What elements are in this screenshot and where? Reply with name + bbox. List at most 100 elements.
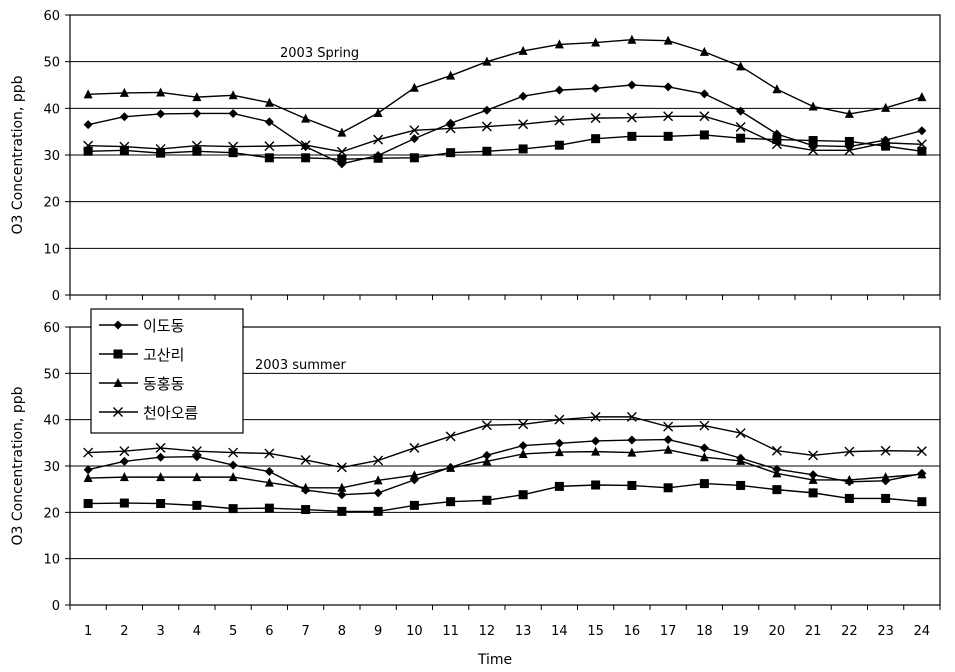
data-point-x: [590, 113, 601, 124]
data-point-x: [844, 446, 855, 457]
series-line: [88, 134, 922, 160]
data-point-square: [627, 480, 637, 490]
data-point-square: [192, 500, 202, 510]
data-point-x: [771, 445, 782, 456]
spring-chart-title: 2003 Spring: [280, 46, 359, 61]
x-tick-label: 19: [732, 624, 749, 639]
data-point-square: [192, 146, 202, 156]
x-axis-label: Time: [477, 652, 512, 668]
data-point-triangle: [301, 113, 311, 123]
legend-label: 이도동: [143, 317, 185, 335]
legend-item: 천아오름: [99, 404, 198, 422]
data-point-x: [735, 122, 746, 132]
x-tick-label: 2: [120, 624, 128, 639]
data-point-square: [337, 154, 347, 164]
legend-marker-triangle: [113, 378, 123, 387]
data-point-diamond: [699, 89, 709, 99]
data-point-triangle: [83, 89, 93, 99]
data-point-diamond: [482, 450, 492, 460]
data-point-triangle: [808, 474, 818, 484]
data-point-triangle: [917, 469, 927, 479]
data-point-triangle: [881, 102, 891, 112]
data-point-triangle: [772, 468, 782, 478]
spring-chart-panel: 0 10 20 30 40 50 60 O3 Concentration, ppb 2003 S…: [10, 9, 941, 304]
data-point-x: [300, 140, 311, 151]
data-point-x: [409, 125, 420, 136]
data-point-triangle: [192, 472, 202, 482]
data-point-square: [264, 153, 274, 163]
x-tick-label: 8: [338, 624, 346, 639]
y-tick-label: 10: [43, 242, 60, 257]
data-point-diamond: [228, 108, 238, 118]
x-tick-label: 20: [769, 624, 786, 639]
data-point-x: [518, 119, 529, 130]
y-tick-label: 30: [43, 149, 60, 164]
data-point-diamond: [917, 126, 927, 136]
y-tick-label: 20: [43, 506, 60, 521]
data-point-triangle: [591, 37, 601, 47]
x-tick-label: 3: [156, 624, 164, 639]
x-tick-label: 24: [914, 624, 931, 639]
data-point-triangle: [699, 452, 709, 462]
data-point-diamond: [337, 490, 347, 500]
data-point-triangle: [591, 446, 601, 456]
y-tick-label: 60: [43, 321, 60, 336]
data-point-square: [881, 493, 891, 503]
x-tick-label: 9: [374, 624, 382, 639]
data-point-triangle: [119, 472, 129, 482]
data-point-x: [191, 140, 202, 151]
data-point-triangle: [228, 472, 238, 482]
data-point-square: [699, 130, 709, 140]
x-tick-label: 4: [193, 624, 201, 639]
data-point-x: [808, 145, 819, 156]
data-point-x: [300, 454, 311, 465]
data-point-x: [119, 446, 130, 457]
x-tick-label: 21: [805, 624, 822, 639]
data-point-square: [264, 503, 274, 513]
data-point-diamond: [736, 106, 746, 116]
data-point-square: [736, 480, 746, 490]
data-point-triangle: [264, 477, 274, 487]
data-point-triangle: [446, 462, 456, 472]
x-tick-label: 17: [660, 624, 677, 639]
data-point-square: [301, 153, 311, 163]
data-point-x: [119, 141, 130, 152]
x-tick-label: 1: [84, 624, 92, 639]
data-point-triangle: [881, 472, 891, 482]
series-line: [88, 449, 922, 489]
data-point-diamond: [627, 80, 637, 90]
series-3-triangle: [83, 34, 927, 137]
data-point-triangle: [627, 447, 637, 457]
data-point-square: [409, 153, 419, 163]
data-point-diamond: [482, 105, 492, 115]
data-point-square: [482, 146, 492, 156]
series-1-diamond: [83, 435, 927, 500]
legend-label: 고산리: [143, 346, 184, 364]
data-point-triangle: [917, 92, 927, 102]
data-point-x: [228, 141, 239, 152]
data-point-triangle: [409, 82, 419, 92]
summer-chart-title: 2003 summer: [255, 358, 347, 373]
y-tick-label: 20: [43, 196, 60, 211]
data-point-square: [156, 499, 166, 509]
series-line: [88, 482, 922, 513]
data-point-triangle: [83, 473, 93, 483]
data-point-square: [301, 505, 311, 515]
data-point-x: [336, 462, 347, 473]
data-point-triangle: [554, 447, 564, 457]
x-tick-label: 15: [587, 624, 604, 639]
data-point-square: [844, 493, 854, 503]
legend-label: 천아오름: [143, 404, 198, 422]
data-point-triangle: [736, 61, 746, 71]
data-point-square: [373, 506, 383, 516]
data-point-x: [481, 121, 492, 132]
data-point-triangle: [844, 474, 854, 484]
legend-label: 동홍동: [143, 375, 185, 393]
data-point-diamond: [373, 488, 383, 498]
data-point-square: [808, 488, 818, 498]
data-point-square: [554, 481, 564, 491]
data-point-square: [627, 131, 637, 141]
data-point-square: [663, 131, 673, 141]
data-point-diamond: [554, 85, 564, 95]
data-point-x: [373, 455, 384, 466]
